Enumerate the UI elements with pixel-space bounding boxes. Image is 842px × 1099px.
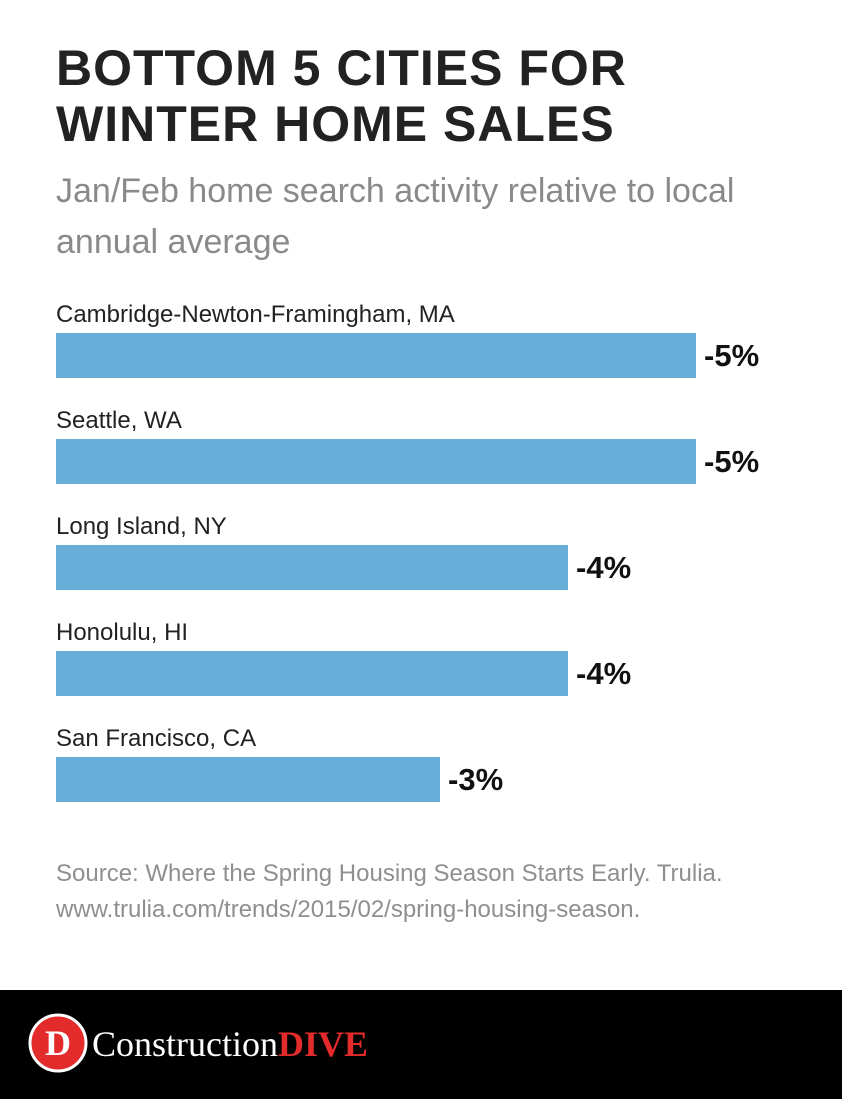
category-label: Cambridge-Newton-Framingham, MA — [56, 301, 455, 328]
source-note: Source: Where the Spring Housing Season … — [56, 860, 723, 923]
bar — [56, 651, 568, 696]
logo-circle — [28, 1013, 88, 1073]
bar — [56, 545, 568, 590]
category-label: Long Island, NY — [56, 513, 227, 540]
footer-band — [0, 990, 842, 1099]
logo-letter: D — [45, 1023, 71, 1063]
chart-subtitle: Jan/Feb home search activity relative to… — [56, 172, 735, 261]
brand-text: Construction — [92, 1024, 278, 1064]
value-label: -4% — [576, 656, 631, 691]
brand-bold: DIVE — [278, 1024, 368, 1064]
value-label: -5% — [704, 444, 759, 479]
bar — [56, 439, 696, 484]
brand-name: ConstructionDIVE — [92, 1024, 368, 1064]
category-label: Honolulu, HI — [56, 619, 188, 646]
bar — [56, 333, 696, 378]
bar — [56, 757, 440, 802]
category-label: San Francisco, CA — [56, 725, 256, 752]
value-label: -3% — [448, 762, 503, 797]
value-label: -5% — [704, 338, 759, 373]
category-label: Seattle, WA — [56, 407, 182, 434]
value-label: -4% — [576, 550, 631, 585]
chart-title: BOTTOM 5 CITIES FOR WINTER HOME SALES — [56, 40, 627, 152]
